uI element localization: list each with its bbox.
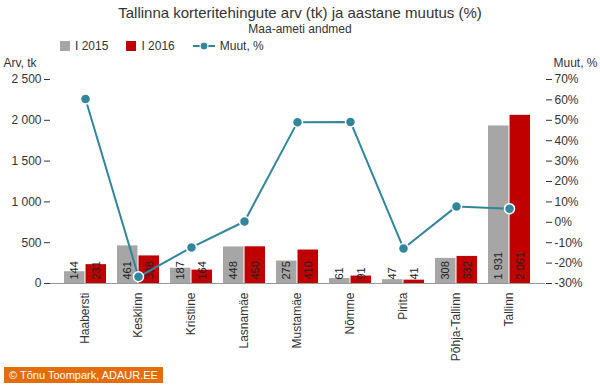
svg-text:Pirita: Pirita	[396, 292, 410, 320]
svg-text:231: 231	[90, 261, 102, 279]
svg-text:41: 41	[408, 267, 420, 279]
svg-text:Muut, %: Muut, %	[553, 56, 597, 70]
svg-text:10%: 10%	[555, 195, 579, 209]
svg-text:Lasnamäe: Lasnamäe	[237, 292, 251, 348]
svg-text:308: 308	[439, 261, 451, 279]
svg-text:275: 275	[280, 261, 292, 279]
svg-text:47: 47	[386, 267, 398, 279]
svg-text:164: 164	[196, 261, 208, 279]
svg-text:2 000: 2 000	[11, 113, 41, 127]
svg-text:20%: 20%	[555, 174, 579, 188]
svg-text:40%: 40%	[555, 134, 579, 148]
svg-text:-30%: -30%	[555, 276, 583, 290]
svg-text:Põhja-Tallinn: Põhja-Tallinn	[449, 293, 463, 362]
svg-text:61: 61	[333, 267, 345, 279]
html-text:© Tõnu Toompark, ADAUR.EE: © Tõnu Toompark, ADAUR.EE	[9, 369, 158, 381]
svg-text:338: 338	[142, 261, 155, 280]
svg-text:1 000: 1 000	[11, 195, 41, 209]
svg-text:332: 332	[461, 261, 473, 279]
svg-text:Mustamäe: Mustamäe	[290, 292, 304, 348]
svg-text:450: 450	[249, 261, 261, 279]
svg-text:91: 91	[355, 267, 367, 279]
svg-text:500: 500	[21, 236, 41, 250]
svg-text:144: 144	[68, 261, 80, 279]
svg-text:-10%: -10%	[555, 236, 583, 250]
svg-text:2 061: 2 061	[514, 252, 526, 280]
svg-text:70%: 70%	[555, 72, 579, 86]
svg-text:Kristiine: Kristiine	[184, 292, 198, 335]
svg-text:410: 410	[302, 261, 314, 279]
html-text:Maa-ameti andmed: Maa-ameti andmed	[248, 22, 352, 36]
html-text:Muut, %: Muut, %	[219, 39, 264, 53]
svg-text:1 931: 1 931	[492, 252, 504, 280]
svg-text:Arv, tk: Arv, tk	[4, 56, 38, 70]
svg-text:1 500: 1 500	[11, 154, 41, 168]
svg-text:448: 448	[227, 261, 239, 279]
svg-text:60%: 60%	[555, 93, 579, 107]
svg-text:Nõmme: Nõmme	[343, 292, 357, 334]
svg-text:187: 187	[174, 261, 186, 279]
svg-text:461: 461	[121, 261, 133, 279]
svg-text:2 500: 2 500	[11, 72, 41, 86]
html-text:Tallinna korteritehingute arv: Tallinna korteritehingute arv (tk) ja aa…	[118, 4, 482, 21]
svg-text:0: 0	[35, 276, 42, 290]
svg-text:Haabersti: Haabersti	[78, 293, 92, 344]
svg-text:50%: 50%	[555, 113, 579, 127]
svg-text:-20%: -20%	[555, 256, 583, 270]
svg-text:Kesklinn: Kesklinn	[131, 293, 145, 338]
svg-text:0%: 0%	[555, 215, 573, 229]
html-text:I 2016: I 2016	[141, 39, 175, 53]
svg-text:30%: 30%	[555, 154, 579, 168]
svg-text:Tallinn: Tallinn	[502, 293, 516, 327]
html-text:I 2015: I 2015	[75, 39, 109, 53]
